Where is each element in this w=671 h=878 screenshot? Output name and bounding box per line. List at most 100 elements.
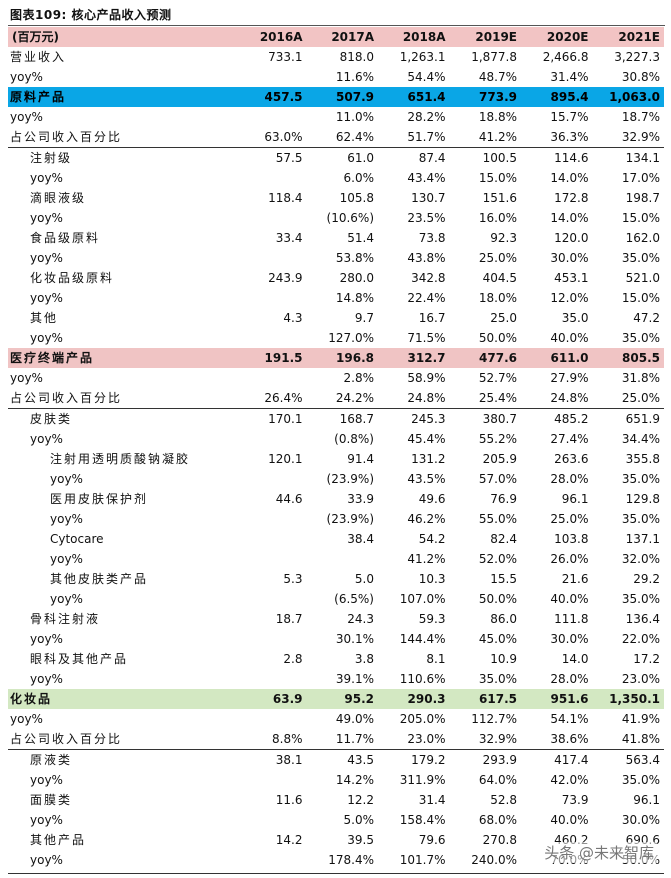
row-label: 面膜类 (30, 793, 73, 807)
value-cell: 57.5 (235, 147, 307, 168)
table-row: yoy% (23.9%) 46.2% 55.0% 25.0% 35.0% (8, 509, 664, 529)
table-header-row: (百万元) 2016A 2017A 2018A 2019E 2020E 2021… (8, 27, 664, 47)
value-cell: 14.0% (550, 211, 589, 225)
value-cell: 453.1 (554, 271, 589, 285)
row-label: yoy% (30, 773, 63, 787)
value-cell: 24.8% (550, 391, 589, 405)
value-cell: 457.5 (235, 87, 307, 107)
value-cell: 240.0% (471, 853, 517, 867)
value-cell: 33.4 (275, 231, 303, 245)
row-label: 注射用透明质酸钠凝胶 (50, 452, 191, 466)
value-cell: 342.8 (411, 271, 446, 285)
value-cell: 118.4 (268, 191, 303, 205)
table-row: yoy% 14.2% 311.9% 64.0% 42.0% 35.0% (8, 770, 664, 790)
value-cell: 130.7 (411, 191, 446, 205)
header-year-cell: 2019E (449, 27, 521, 47)
value-cell: 14.8% (335, 291, 374, 305)
table-row: yoy% (23.9%) 43.5% 57.0% 28.0% 35.0% (8, 469, 664, 489)
value-cell (235, 368, 307, 388)
row-label: yoy% (30, 171, 63, 185)
value-cell: 1,263.1 (399, 50, 446, 64)
table-row: yoy% 39.1% 110.6% 35.0% 28.0% 23.0% (8, 669, 664, 689)
value-cell: 895.4 (521, 87, 593, 107)
value-cell: 280.0 (339, 271, 374, 285)
table-row: yoy% 53.8% 43.8% 25.0% 30.0% 35.0% (8, 248, 664, 268)
value-cell: 14.0 (561, 652, 589, 666)
value-cell: 35.0% (621, 251, 660, 265)
table-row: yoy% (10.6%) 23.5% 16.0% 14.0% 15.0% (8, 208, 664, 228)
value-cell: 158.4% (399, 813, 446, 827)
value-cell: 96.1 (633, 793, 660, 807)
value-cell: 55.0% (478, 512, 517, 526)
value-cell: 8.8% (272, 732, 303, 746)
row-label: 医疗终端产品 (8, 348, 235, 368)
row-label: 原料产品 (8, 87, 235, 107)
value-cell: 101.7% (399, 853, 446, 867)
value-cell: 27.4% (550, 432, 589, 446)
value-cell: 33.9 (347, 492, 374, 506)
value-cell: 611.0 (521, 348, 593, 368)
value-cell: 54.4% (407, 70, 446, 84)
value-cell: 355.8 (625, 452, 660, 466)
value-cell: 35.0 (561, 311, 589, 325)
value-cell: 10.9 (490, 652, 517, 666)
value-cell: 45.4% (407, 432, 446, 446)
value-cell: 45.0% (478, 632, 517, 646)
table-row: 医疗终端产品 191.5 196.8 312.7 477.6 611.0 805.5 (8, 348, 664, 368)
value-cell: 38.4 (347, 532, 374, 546)
value-cell: 3,227.3 (614, 50, 660, 64)
value-cell: 35.0% (621, 773, 660, 787)
value-cell: 32.9% (621, 130, 660, 144)
value-cell: 100.5 (449, 147, 521, 168)
value-cell: 26.4% (264, 391, 303, 405)
value-cell: 111.8 (554, 612, 589, 626)
table-row: 眼科及其他产品 2.8 3.8 8.1 10.9 14.0 17.2 (8, 649, 664, 669)
value-cell: 68.0% (478, 813, 517, 827)
value-cell: 63.0% (264, 130, 303, 144)
title-divider (8, 25, 665, 26)
row-label: yoy% (30, 432, 63, 446)
value-cell: 57.0% (478, 472, 517, 486)
value-cell: 14.2 (275, 833, 303, 847)
value-cell: 2,466.8 (542, 50, 589, 64)
value-cell: 617.5 (449, 689, 521, 709)
value-cell (235, 549, 307, 569)
table-row: yoy% 5.0% 158.4% 68.0% 40.0% 30.0% (8, 810, 664, 830)
table-row: 滴眼液级 118.4 105.8 130.7 151.6 172.8 198.7 (8, 188, 664, 208)
value-cell: 49.6 (418, 492, 446, 506)
value-cell: 1,877.8 (471, 50, 517, 64)
value-cell (235, 589, 307, 609)
figure-title: 图表109: 核心产品收入预测 (10, 8, 172, 22)
value-cell (235, 328, 307, 348)
value-cell (235, 810, 307, 830)
value-cell: 62.4% (335, 130, 374, 144)
value-cell: 127.0% (328, 331, 374, 345)
value-cell: 477.6 (449, 348, 521, 368)
value-cell: 16.0% (478, 211, 517, 225)
value-cell: 11.6 (275, 793, 303, 807)
value-cell: 179.2 (378, 749, 450, 770)
value-cell: 951.6 (521, 689, 593, 709)
value-cell: 380.7 (449, 408, 521, 429)
row-label: yoy% (30, 331, 63, 345)
row-label: 占公司收入百分比 (10, 732, 123, 746)
value-cell: 263.6 (554, 452, 589, 466)
value-cell: 52.7% (478, 371, 517, 385)
value-cell: 38.6% (550, 732, 589, 746)
value-cell: 114.6 (521, 147, 593, 168)
value-cell: 31.8% (621, 371, 660, 385)
table-row: yoy% (0.8%) 45.4% 55.2% 27.4% 34.4% (8, 429, 664, 449)
value-cell: 38.1 (235, 749, 307, 770)
value-cell: (0.8%) (334, 432, 374, 446)
value-cell: 71.5% (407, 331, 446, 345)
header-year-cell: 2021E (592, 27, 664, 47)
value-cell: 168.7 (306, 408, 378, 429)
value-cell: 404.5 (482, 271, 517, 285)
value-cell: 12.2 (347, 793, 374, 807)
table-row: 占公司收入百分比 8.8% 11.7% 23.0% 32.9% 38.6% 41.8% (8, 729, 664, 750)
value-cell: 30.1% (335, 632, 374, 646)
value-cell (235, 107, 307, 127)
value-cell (235, 509, 307, 529)
value-cell: (23.9%) (326, 512, 374, 526)
value-cell: 52.0% (478, 552, 517, 566)
